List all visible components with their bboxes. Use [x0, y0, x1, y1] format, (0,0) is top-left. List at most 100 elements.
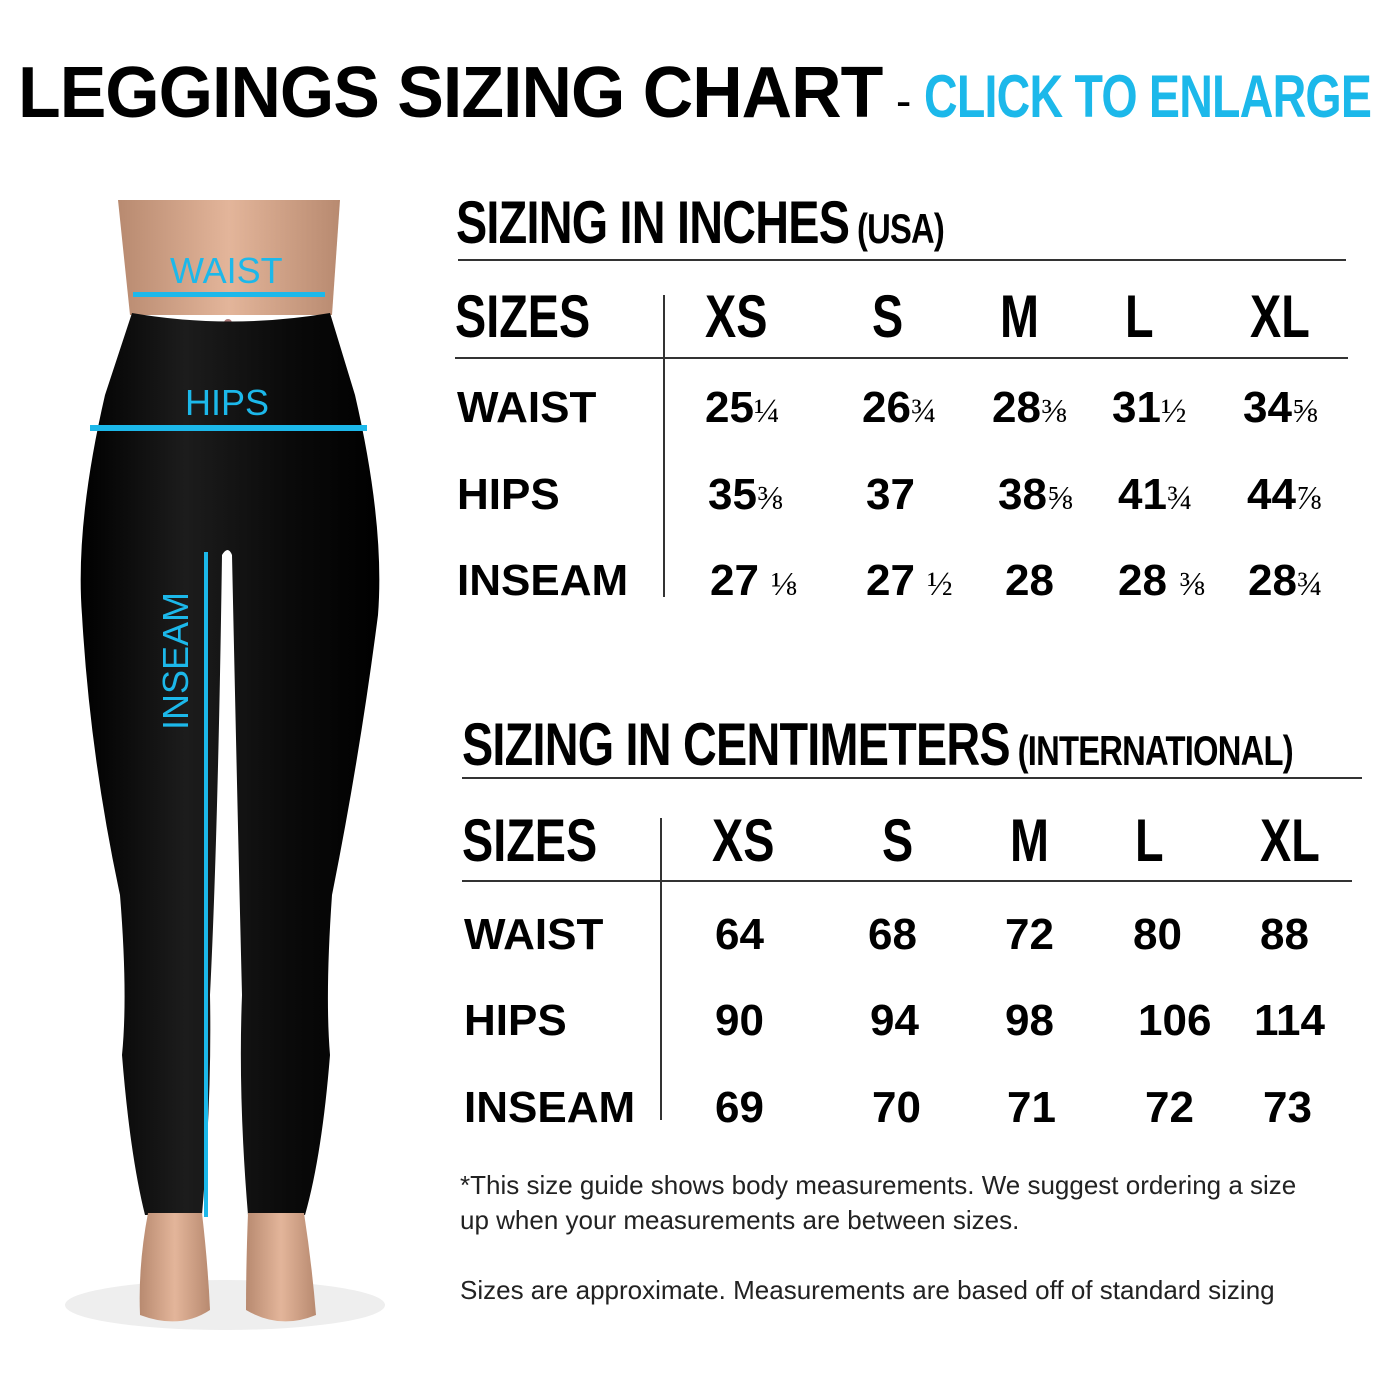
cell-whole: 38: [998, 470, 1047, 519]
row-label-hips: HIPS: [457, 470, 560, 519]
right-foot: [246, 1213, 316, 1322]
table-cell: 94: [870, 996, 919, 1045]
column-header-xl: XL: [1250, 283, 1310, 350]
table-cell: 38⅝: [998, 470, 1072, 520]
click-to-enlarge-link[interactable]: CLICK TO ENLARGE: [923, 63, 1372, 130]
table-cell: 27 ½: [866, 556, 953, 606]
waist-label: WAIST: [170, 250, 283, 291]
cell-fraction: ⅜: [1179, 566, 1205, 603]
cell-fraction: ⅜: [756, 480, 783, 517]
table-cell: 35⅜: [708, 470, 782, 520]
table-cell: 73: [1263, 1083, 1312, 1132]
cell-fraction: ¾: [1166, 480, 1193, 517]
title-text: LEGGINGS SIZING CHART: [18, 53, 883, 133]
table-cell: 41¾: [1118, 470, 1192, 520]
column-header-m: M: [1000, 283, 1039, 350]
cell-whole: 44: [1247, 470, 1296, 519]
cell-whole: 28: [1248, 556, 1297, 605]
table-cell: 28¾: [1248, 556, 1322, 606]
table-cell: 114: [1254, 996, 1325, 1045]
table-cell: 44⅞: [1247, 470, 1321, 520]
cell-whole: 27: [866, 556, 928, 605]
table-cell: 26¾: [862, 383, 936, 433]
torso: [118, 200, 340, 315]
cm-heading-text: SIZING IN CENTIMETERS: [462, 711, 1011, 778]
cell-fraction: ½: [1160, 393, 1187, 430]
table-cell: 34⅝: [1243, 383, 1317, 433]
column-divider: [663, 295, 665, 597]
cell-fraction: ¾: [1296, 566, 1323, 603]
table-cell: 31½: [1112, 383, 1186, 433]
cell-fraction: ⅛: [771, 566, 797, 603]
header-divider: [455, 357, 1348, 359]
cell-fraction: ½: [927, 566, 953, 603]
column-header-s: S: [872, 283, 904, 350]
column-header-xl: XL: [1260, 807, 1320, 874]
row-label-inseam: INSEAM: [457, 556, 629, 605]
column-header-l: L: [1125, 283, 1154, 350]
row-label-waist: WAIST: [457, 383, 597, 432]
table-cell: 64: [715, 910, 764, 959]
note-line-3: Sizes are approximate. Measurements are …: [460, 1275, 1275, 1305]
inches-heading-underline: [458, 259, 1346, 261]
cell-whole: 31: [1112, 383, 1161, 432]
cell-whole: 28: [1005, 556, 1054, 605]
column-header-s: S: [882, 807, 914, 874]
cell-whole: 35: [708, 470, 757, 519]
table-cell: 70: [872, 1083, 921, 1132]
cell-whole: 28: [992, 383, 1041, 432]
column-header-sizes: SIZES: [462, 807, 598, 874]
inches-heading: SIZING IN INCHES (USA): [456, 188, 945, 257]
table-cell: 90: [715, 996, 764, 1045]
column-header-xs: XS: [712, 807, 775, 874]
header-divider: [462, 880, 1352, 882]
table-cell: 69: [715, 1083, 764, 1132]
cell-fraction: ⅞: [1295, 480, 1322, 517]
cell-fraction: ⅜: [1040, 393, 1067, 430]
note-line-2: up when your measurements are between si…: [460, 1205, 1020, 1235]
cell-whole: 34: [1243, 383, 1292, 432]
cell-fraction: ¾: [910, 393, 937, 430]
table-cell: 28: [1005, 556, 1054, 606]
row-label-waist: WAIST: [464, 910, 604, 959]
inches-heading-text: SIZING IN INCHES: [456, 189, 850, 256]
cell-whole: 41: [1118, 470, 1167, 519]
table-cell: 27 ⅛: [710, 556, 797, 606]
title-separator: -: [895, 75, 912, 128]
leggings-model-illustration: WAIST HIPS INSEAM: [65, 200, 385, 1330]
column-header-sizes: SIZES: [455, 283, 591, 350]
column-divider: [660, 818, 662, 1120]
cm-heading: SIZING IN CENTIMETERS (INTERNATIONAL): [462, 710, 1294, 779]
table-cell: 106: [1138, 996, 1212, 1045]
inches-heading-sub: (USA): [856, 205, 945, 252]
inseam-label: INSEAM: [155, 592, 196, 730]
table-cell: 80: [1133, 910, 1182, 959]
column-header-xs: XS: [705, 283, 768, 350]
column-header-m: M: [1010, 807, 1049, 874]
cell-whole: 37: [866, 470, 915, 519]
waist-line: [133, 292, 325, 297]
cell-fraction: ⅝: [1046, 480, 1073, 517]
table-cell: 28⅜: [992, 383, 1066, 433]
column-header-l: L: [1135, 807, 1164, 874]
hips-line: [90, 425, 367, 431]
cm-heading-underline: [462, 777, 1362, 779]
table-cell: 37: [866, 470, 915, 520]
cell-fraction: ¼: [753, 393, 780, 430]
cell-fraction: ⅝: [1291, 393, 1318, 430]
row-label-inseam: INSEAM: [464, 1083, 636, 1132]
note-line-1: *This size guide shows body measurements…: [460, 1170, 1297, 1200]
left-foot: [139, 1213, 210, 1322]
row-label-hips: HIPS: [464, 996, 567, 1045]
table-cell: 98: [1005, 996, 1054, 1045]
table-cell: 68: [868, 910, 917, 959]
cm-heading-sub: (INTERNATIONAL): [1017, 727, 1294, 774]
cell-whole: 28: [1118, 556, 1180, 605]
cell-whole: 27: [710, 556, 772, 605]
leggings: [80, 313, 380, 1215]
inseam-line: [204, 552, 208, 1217]
page-title: LEGGINGS SIZING CHART - CLICK TO ENLARGE: [18, 52, 1400, 134]
hips-label: HIPS: [185, 382, 269, 423]
table-cell: 71: [1007, 1083, 1056, 1132]
table-cell: 72: [1005, 910, 1054, 959]
